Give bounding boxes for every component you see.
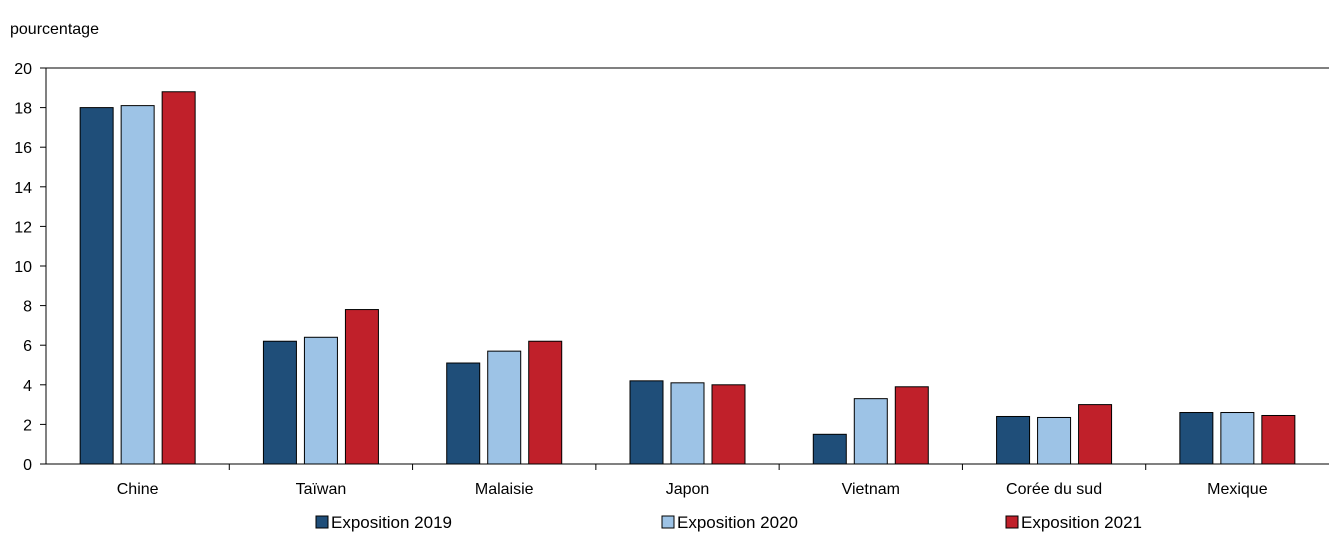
bar	[853, 398, 888, 465]
legend-label: Exposition 2021	[1021, 513, 1142, 532]
y-tick-label: 12	[14, 219, 32, 236]
y-tick-label: 20	[14, 61, 32, 78]
bar	[528, 340, 563, 465]
bar	[996, 415, 1031, 465]
bar	[262, 340, 297, 465]
legend-label: Exposition 2019	[331, 513, 452, 532]
legend-swatch	[661, 515, 675, 529]
y-tick-label: 18	[14, 101, 32, 118]
legend: Exposition 2019 Exposition 2020 Exposition…	[315, 513, 1142, 532]
bar	[711, 384, 746, 465]
bar	[79, 107, 114, 465]
y-tick-label: 10	[14, 259, 32, 276]
bar	[670, 382, 705, 465]
bar	[120, 105, 155, 465]
x-axis-labels: Chine Taïwan Malaisie Japon Vietnam Corée du …	[117, 464, 1268, 498]
bar	[1179, 412, 1214, 465]
bar	[303, 336, 338, 465]
bar	[1037, 416, 1072, 465]
y-tick-label: 2	[23, 417, 32, 434]
bar	[894, 386, 929, 465]
legend-swatch	[315, 515, 329, 529]
bar	[1078, 404, 1113, 465]
bar	[344, 309, 379, 465]
y-tick-label: 8	[23, 299, 32, 316]
y-tick-label: 16	[14, 140, 32, 157]
y-tick-label: 14	[14, 180, 32, 197]
bar-groups	[79, 91, 1296, 465]
bar	[812, 433, 847, 465]
bar	[487, 350, 522, 465]
x-tick-label: Taïwan	[296, 481, 347, 498]
x-tick-label: Vietnam	[842, 481, 900, 498]
legend-label: Exposition 2020	[677, 513, 798, 532]
bar	[446, 362, 481, 465]
x-tick-label: Chine	[117, 481, 159, 498]
x-tick-label: Corée du sud	[1006, 481, 1102, 498]
bar	[1261, 414, 1296, 465]
y-axis-unit-label: pourcentage	[10, 21, 99, 38]
y-tick-label: 4	[23, 378, 32, 395]
bar	[1220, 412, 1255, 465]
y-tick-label: 0	[23, 457, 32, 474]
x-tick-label: Japon	[666, 481, 710, 498]
x-tick-label: Mexique	[1207, 481, 1268, 498]
legend-swatch	[1005, 515, 1019, 529]
x-tick-label: Malaisie	[475, 481, 534, 498]
y-axis-ticks: 0 2 4 6 8 10 12 14 16 18 20	[14, 61, 46, 474]
bar	[161, 91, 196, 465]
y-tick-label: 6	[23, 338, 32, 355]
bar	[629, 380, 664, 465]
